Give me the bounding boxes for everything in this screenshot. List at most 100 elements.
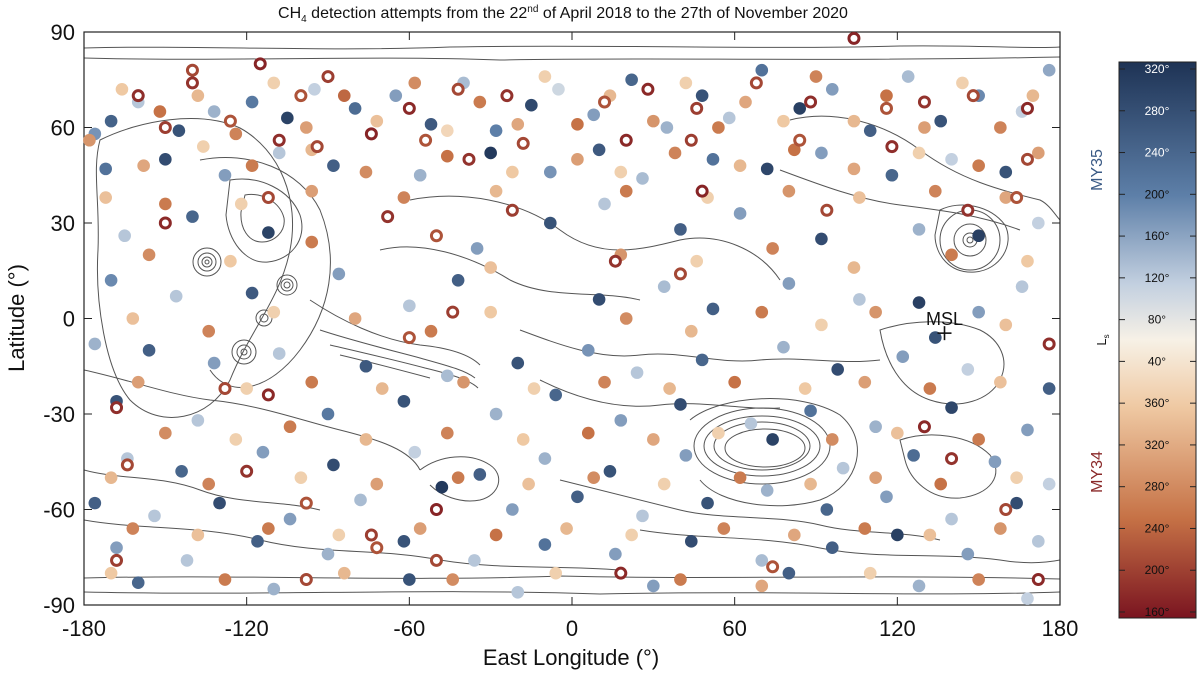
data-point [408, 76, 422, 90]
data-point [918, 121, 931, 134]
data-point [701, 496, 714, 510]
data-point [451, 274, 465, 287]
data-point [191, 528, 205, 542]
colorbar-my34-label: MY34 [1089, 451, 1106, 493]
data-point-ring [804, 95, 818, 109]
y-tick-label: -90 [43, 593, 75, 618]
data-point-ring [110, 553, 124, 567]
data-point [172, 124, 186, 137]
data-point [660, 121, 674, 134]
data-point-ring [429, 229, 443, 243]
data-point [674, 398, 687, 411]
data-point [999, 191, 1013, 204]
data-point-ring [961, 203, 975, 217]
data-point [587, 108, 600, 122]
data-point [728, 375, 741, 389]
data-point [229, 433, 243, 446]
chart-title: CH4 detection attempts from the 22nd of … [278, 4, 848, 25]
data-point [625, 73, 638, 87]
data-point [912, 146, 926, 160]
data-point [403, 573, 416, 586]
data-point [207, 105, 221, 118]
topography-contours [84, 45, 1060, 595]
data-points [83, 31, 1056, 605]
data-point [544, 165, 557, 179]
data-point [625, 528, 638, 542]
data-point [571, 153, 584, 166]
data-point [684, 535, 698, 548]
data-point-ring [272, 133, 286, 147]
colorbar-tick-label: 40° [1148, 354, 1166, 368]
colorbar-gradient [1118, 61, 1197, 619]
data-point [706, 153, 720, 166]
x-tick-label: 180 [1042, 616, 1079, 641]
data-point [104, 114, 118, 128]
data-point [446, 573, 460, 586]
data-point [994, 522, 1007, 535]
data-point [397, 191, 411, 204]
data-point [636, 172, 649, 185]
data-point [229, 127, 243, 141]
data-point [1042, 63, 1056, 77]
data-point [647, 433, 660, 446]
data-point [690, 254, 704, 268]
data-point [131, 375, 145, 389]
data-point [272, 347, 286, 360]
data-point-ring [608, 254, 622, 268]
data-point [413, 522, 427, 535]
data-point [863, 566, 877, 580]
x-tick-label: -180 [62, 616, 106, 641]
data-point-ring [429, 503, 443, 516]
msl-label: MSL [926, 309, 963, 329]
y-tick-label: 90 [51, 20, 75, 45]
data-point [972, 305, 985, 319]
data-point [1021, 423, 1034, 437]
data-point [755, 579, 769, 593]
data-point [489, 407, 503, 421]
colorbar-tick-label: 240° [1145, 521, 1170, 535]
data-point [1032, 216, 1045, 230]
data-point [896, 350, 910, 364]
data-point [798, 382, 812, 395]
data-point [733, 159, 747, 172]
data-point [294, 471, 308, 484]
data-point-ring [598, 95, 612, 109]
colorbar-tick-label: 200° [1145, 187, 1170, 201]
data-point [169, 289, 183, 303]
x-tick-label: -120 [225, 616, 269, 641]
data-point [1032, 535, 1045, 548]
data-point [468, 554, 481, 567]
data-point-ring [158, 216, 172, 230]
data-point [538, 452, 552, 465]
data-point [674, 573, 687, 586]
data-point-ring [131, 89, 145, 103]
data-point [126, 522, 140, 535]
data-point [679, 449, 693, 462]
data-point [847, 261, 861, 274]
data-point [142, 344, 156, 357]
data-point [196, 140, 210, 153]
data-point [869, 420, 882, 434]
data-point [104, 566, 118, 580]
data-point [506, 503, 519, 516]
data-point-ring [364, 528, 378, 542]
msl-annotation: MSL [926, 309, 963, 341]
data-point [305, 184, 319, 198]
data-point [202, 324, 216, 338]
data-point [522, 477, 535, 491]
data-point [159, 153, 172, 166]
data-point [647, 579, 660, 593]
data-point [272, 146, 286, 160]
data-point [663, 382, 676, 395]
data-point [489, 528, 503, 542]
data-point [457, 375, 470, 389]
data-point [956, 76, 969, 90]
data-point [825, 541, 839, 554]
data-point [847, 162, 861, 176]
data-point [137, 159, 150, 172]
y-axis-label: Latitude (°) [4, 264, 29, 372]
data-point [207, 356, 221, 370]
data-point [538, 70, 552, 83]
data-point [647, 114, 660, 128]
data-point [695, 353, 709, 367]
